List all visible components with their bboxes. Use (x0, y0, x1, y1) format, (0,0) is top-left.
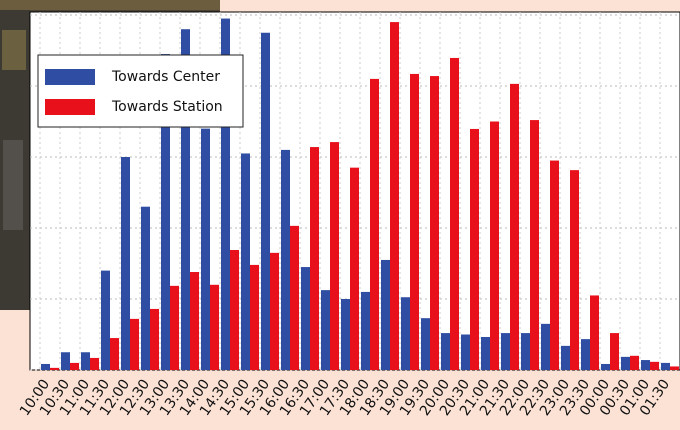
bar (621, 357, 630, 370)
bar (510, 84, 519, 370)
bar (581, 339, 590, 370)
bar (650, 362, 659, 370)
bar (101, 271, 110, 370)
bar (590, 295, 599, 370)
bar (261, 33, 270, 370)
bar (270, 253, 279, 370)
bar (450, 58, 459, 370)
bar (330, 142, 339, 370)
bar (521, 333, 530, 370)
legend-swatch (45, 99, 95, 115)
bar (610, 333, 619, 370)
bar (210, 285, 219, 370)
bar (370, 79, 379, 370)
bar (81, 352, 90, 370)
bar (290, 226, 299, 370)
bar (461, 335, 470, 371)
bar (470, 129, 479, 370)
bar (541, 324, 550, 370)
legend-label: Towards Center (111, 69, 220, 85)
bar (170, 286, 179, 370)
bar (641, 360, 650, 370)
legend: Towards Center Towards Station (38, 55, 243, 127)
bar (150, 309, 159, 370)
bar (321, 290, 330, 370)
bar (381, 260, 390, 370)
bar (490, 122, 499, 371)
bar (130, 319, 139, 370)
bar (250, 265, 259, 370)
bar (430, 76, 439, 370)
bar (70, 363, 79, 370)
bar (401, 297, 410, 370)
chart: 10:0010:3011:0011:3012:0012:3013:0013:30… (0, 0, 680, 430)
bar (230, 250, 239, 370)
legend-swatch (45, 69, 95, 85)
bar (421, 318, 430, 370)
bar (241, 153, 250, 370)
bar (441, 333, 450, 370)
bar (341, 299, 350, 370)
bar (90, 358, 99, 370)
bar (141, 207, 150, 370)
bar (390, 22, 399, 370)
bar (481, 337, 490, 370)
bar (50, 368, 59, 370)
bar (110, 338, 119, 370)
page: {"chart_data": {"type": "bar", "categori… (0, 0, 680, 430)
bar (570, 170, 579, 370)
bar (281, 150, 290, 370)
bar (350, 168, 359, 370)
bar (501, 333, 510, 370)
bar (410, 74, 419, 370)
bar (670, 366, 679, 370)
bar (61, 352, 70, 370)
bar (41, 364, 50, 370)
bar (661, 363, 670, 370)
bar (301, 267, 310, 370)
bar (190, 272, 199, 370)
bar (550, 161, 559, 370)
legend-box (38, 55, 243, 127)
bar (361, 292, 370, 370)
bar (201, 129, 210, 370)
bar (310, 147, 319, 370)
bar (530, 120, 539, 370)
legend-label: Towards Station (111, 99, 223, 115)
bar (561, 346, 570, 370)
bar (601, 364, 610, 370)
bar (121, 157, 130, 370)
bar (630, 356, 639, 370)
